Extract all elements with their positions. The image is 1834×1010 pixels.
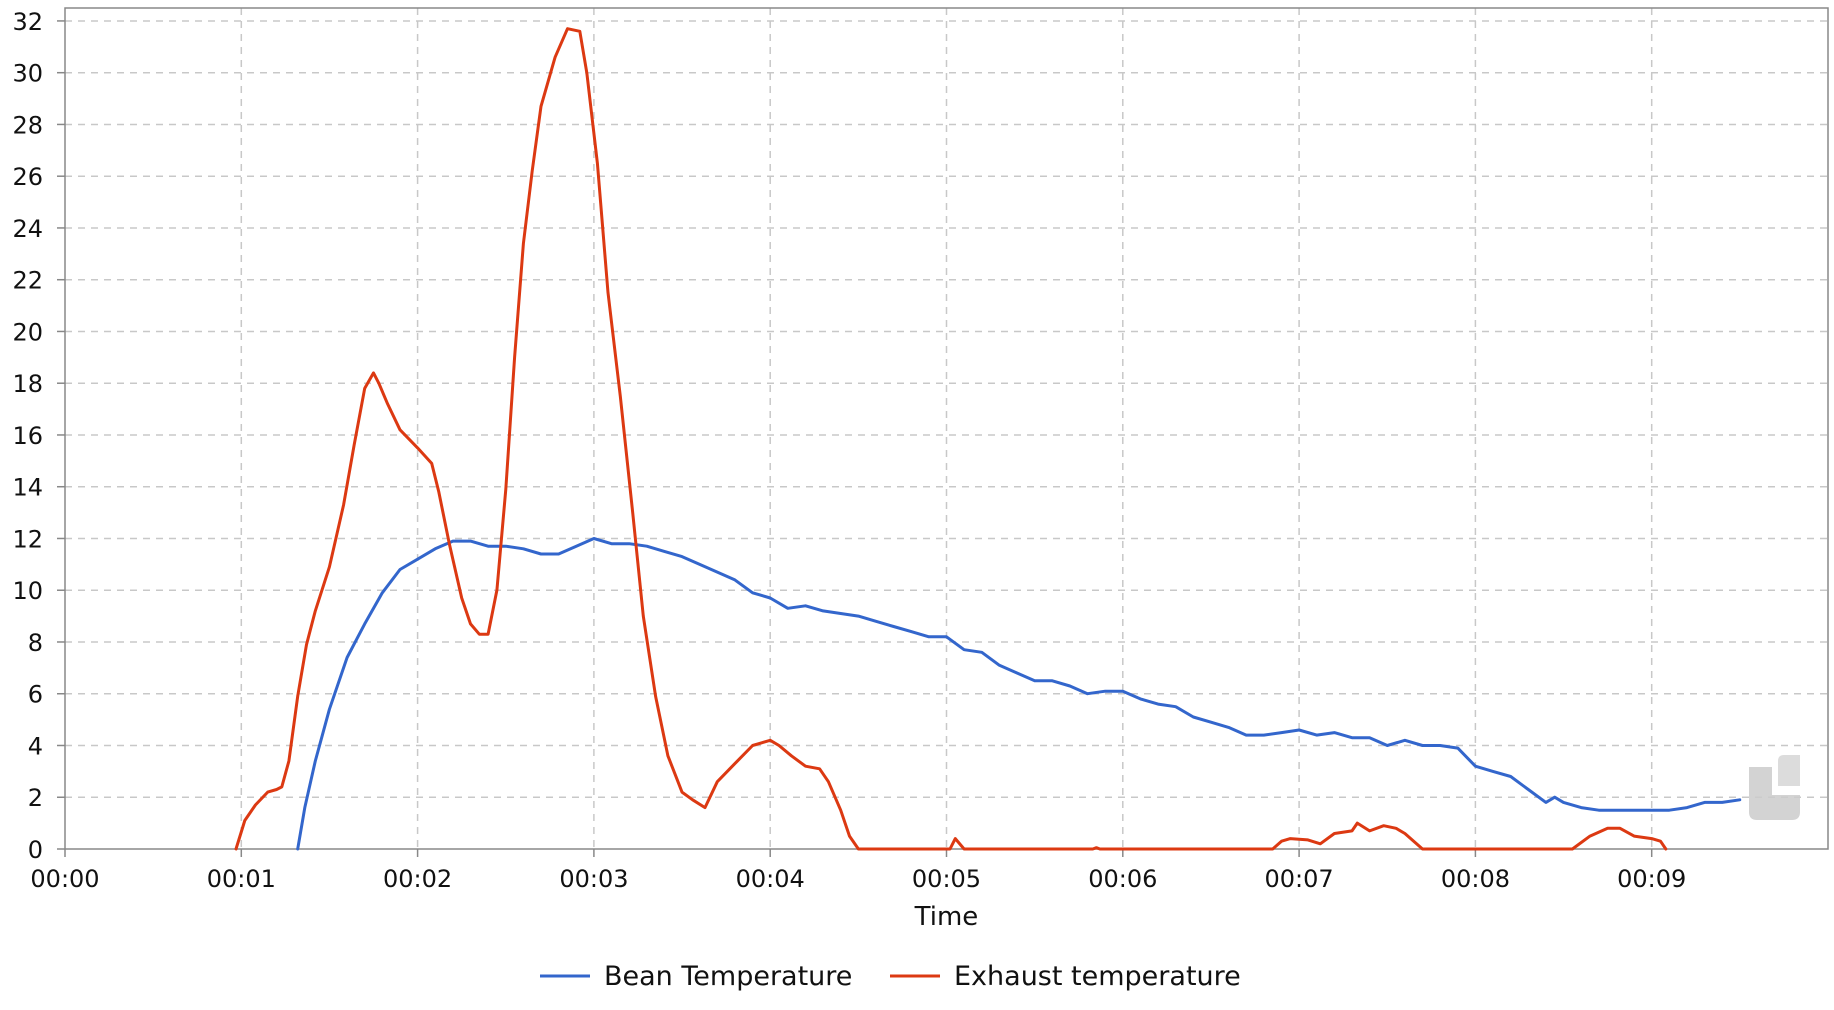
legend-label: Exhaust temperature [954,961,1241,992]
y-tick-label: 20 [12,318,43,346]
x-tick-label: 00:08 [1441,865,1510,893]
x-tick-label: 00:07 [1265,865,1334,893]
series-line-bean-temperature [296,537,1742,851]
x-tick-label: 00:04 [736,865,805,893]
x-tick-label: 00:05 [912,865,981,893]
y-tick-label: 0 [28,836,43,864]
y-tick-label: 26 [12,163,43,191]
grid [65,8,1828,849]
y-tick-label: 32 [12,8,43,36]
legend-label: Bean Temperature [604,961,852,992]
y-tick-label: 2 [28,784,43,812]
series-line-exhaust-temperature [234,27,1668,851]
x-tick-label: 00:02 [383,865,452,893]
y-tick-label: 8 [28,629,43,657]
y-tick-label: 30 [12,60,43,88]
x-tick-label: 00:09 [1617,865,1686,893]
y-tick-label: 16 [12,422,43,450]
y-tick-label: 22 [12,267,43,295]
y-tick-label: 4 [28,732,43,760]
watermark-logo-icon [1749,755,1800,820]
y-tick-label: 18 [12,370,43,398]
y-tick-label: 24 [12,215,43,243]
x-tick-label: 00:00 [30,865,99,893]
y-tick-label: 6 [28,681,43,709]
y-tick-label: 10 [12,577,43,605]
x-axis-title: Time [914,902,979,932]
x-tick-label: 00:01 [207,865,276,893]
y-tick-label: 28 [12,111,43,139]
x-axis-tick-labels: 00:00 00:01 00:02 00:03 00:04 00:05 00:06 00:07… [30,849,1686,893]
series-lines [234,27,1742,851]
y-tick-label: 12 [12,525,43,553]
y-tick-label: 14 [12,474,43,502]
legend: Bean Temperature Exhaust temperature [540,961,1241,992]
x-tick-label: 00:06 [1088,865,1157,893]
x-tick-label: 00:03 [559,865,628,893]
